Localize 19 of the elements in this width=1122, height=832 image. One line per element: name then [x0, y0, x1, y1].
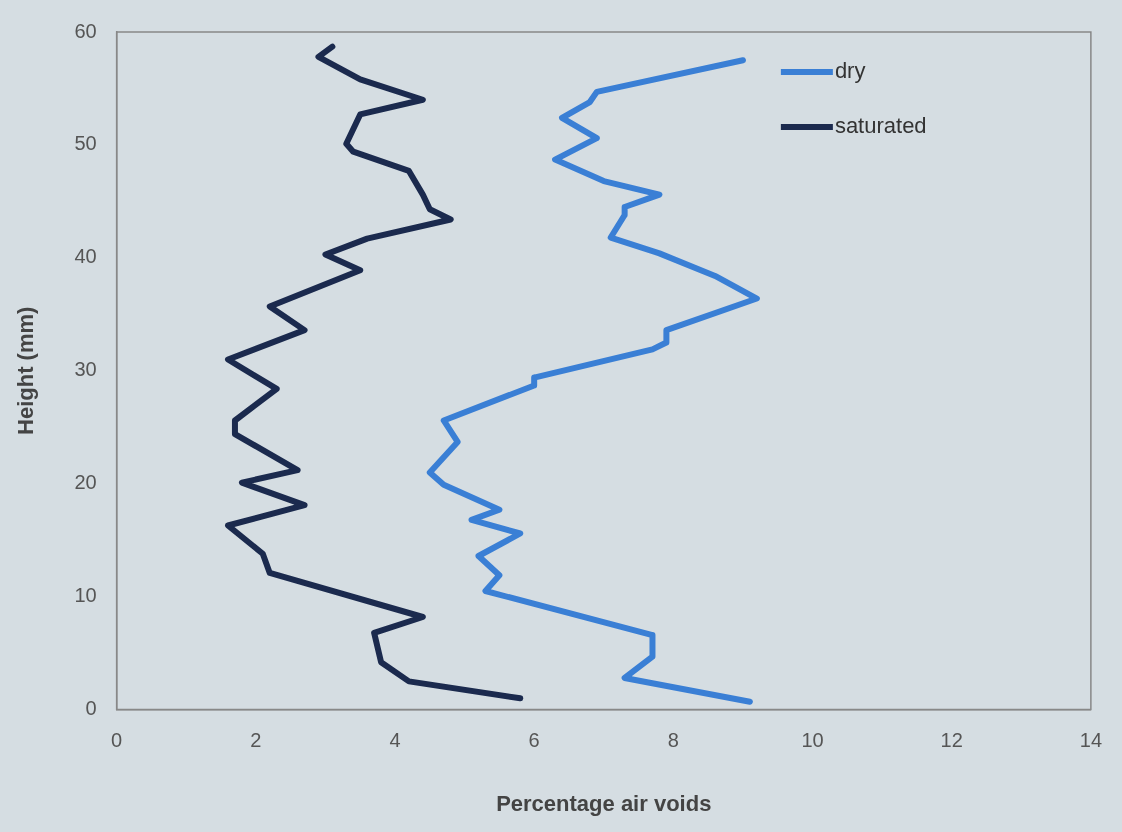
x-tick-label: 14: [1079, 729, 1102, 752]
y-tick-label: 10: [74, 584, 97, 607]
legend-label: dry: [834, 58, 866, 84]
y-tick-label: 50: [74, 132, 97, 155]
x-tick-label: 0: [111, 729, 123, 752]
x-tick-label: 6: [528, 729, 540, 752]
x-tick-label: 8: [667, 729, 679, 752]
x-axis-title: Percentage air voids: [496, 790, 712, 816]
y-axis-title: Height (mm): [13, 306, 39, 435]
x-tick-label: 4: [389, 729, 401, 752]
y-tick-label: 30: [74, 358, 97, 381]
y-tick-label: 0: [85, 697, 97, 720]
x-tick-label: 12: [940, 729, 963, 752]
y-tick-label: 60: [74, 19, 97, 42]
y-tick-label: 20: [74, 471, 97, 494]
legend-label: saturated: [834, 113, 927, 139]
x-tick-label: 2: [250, 729, 262, 752]
x-tick-label: 10: [801, 729, 824, 752]
y-tick-label: 40: [74, 245, 97, 268]
